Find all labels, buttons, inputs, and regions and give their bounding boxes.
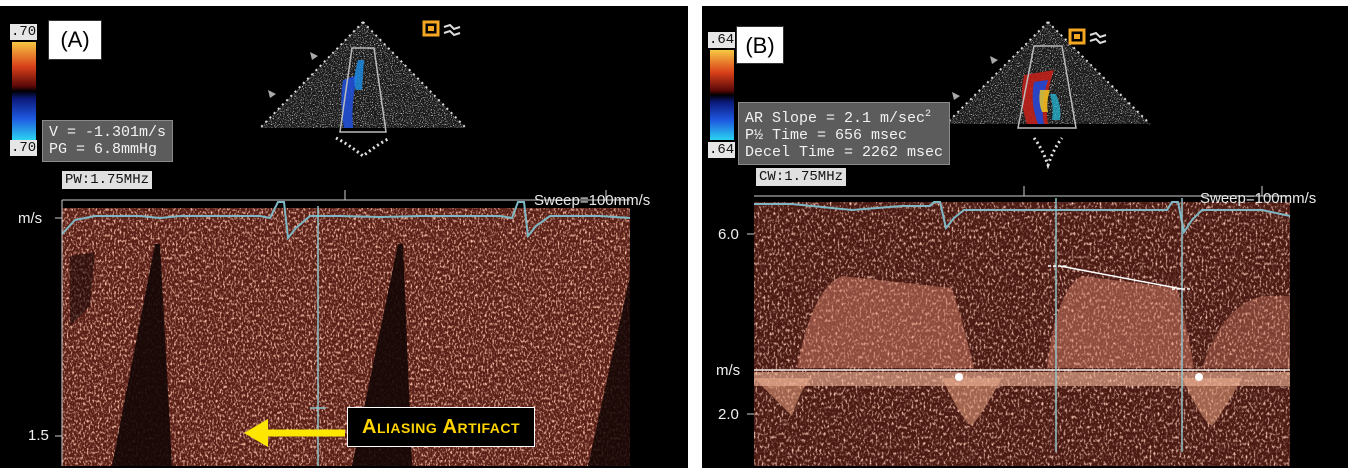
- panel-b-label: (B): [736, 26, 784, 64]
- velocity-scale-top: .70: [10, 24, 38, 40]
- velocity-scale-bottom: .70: [10, 140, 38, 156]
- regurgitant-jet-envelope: [1202, 296, 1290, 368]
- echo-sector-image: [945, 21, 1151, 170]
- sweep-speed: Sweep=100mm/s: [1200, 190, 1317, 207]
- color-scale-bar: [710, 50, 734, 140]
- superscript: 2: [925, 109, 932, 120]
- slope-measurement-line: [1059, 265, 1183, 290]
- dark-flow-region: [588, 276, 630, 466]
- measurement-line: PG = 6.8mmHg: [49, 141, 158, 158]
- panel-a-pw-doppler: (A) .70 .70 V = -1.301m/s PG = 6.8mmHg P…: [0, 6, 688, 468]
- probe-orientation-icon: [422, 20, 461, 37]
- measurement-line: P½ Time = 656 msec: [745, 127, 908, 144]
- probe-orientation-icon: [1068, 28, 1107, 45]
- measurement-line: AR Slope = 2.1 m/sec: [745, 110, 926, 127]
- dark-flow-region: [112, 244, 172, 466]
- pw-doppler-spectrum: [55, 190, 631, 466]
- probe-frequency: PW:1.75MHz: [62, 171, 153, 189]
- y-axis-tick: 1.5: [28, 427, 49, 444]
- cw-doppler-spectrum: [747, 186, 1291, 466]
- dark-flow-region: [70, 252, 95, 326]
- velocity-scale-bottom: .64: [708, 142, 736, 158]
- panel-a-label: (A): [48, 20, 102, 60]
- measurement-box: AR Slope = 2.1 m/sec2 P½ Time = 656 msec…: [738, 102, 951, 165]
- sweep-speed: Sweep=100mm/s: [534, 192, 651, 209]
- regurgitant-jet-envelope: [797, 276, 974, 368]
- ecg-trace: [61, 201, 631, 241]
- probe-frequency: CW:1.75MHz: [756, 168, 847, 186]
- y-axis-unit: m/s: [716, 362, 741, 379]
- measurement-line: Decel Time = 2262 msec: [745, 144, 944, 161]
- aliasing-arrow: [244, 419, 345, 447]
- echo-sector-image: [259, 21, 467, 158]
- y-axis-tick-bottom: 2.0: [718, 406, 739, 423]
- color-scale-bar: [12, 42, 36, 140]
- y-axis-tick-top: 6.0: [718, 226, 739, 243]
- regurgitant-jet-envelope: [1047, 276, 1194, 368]
- panel-b-cw-doppler: (B) .64 .64 AR Slope = 2.1 m/sec2 P½ Tim…: [702, 6, 1348, 468]
- y-axis-unit: m/s: [18, 210, 43, 227]
- measurement-box: V = -1.301m/s PG = 6.8mmHg: [42, 120, 174, 162]
- ecg-trace: [754, 201, 1291, 235]
- measurement-line: V = -1.301m/s: [49, 124, 167, 141]
- aliasing-artifact-label: Aliasing Artifact: [347, 407, 536, 447]
- velocity-scale-top: .64: [708, 32, 736, 48]
